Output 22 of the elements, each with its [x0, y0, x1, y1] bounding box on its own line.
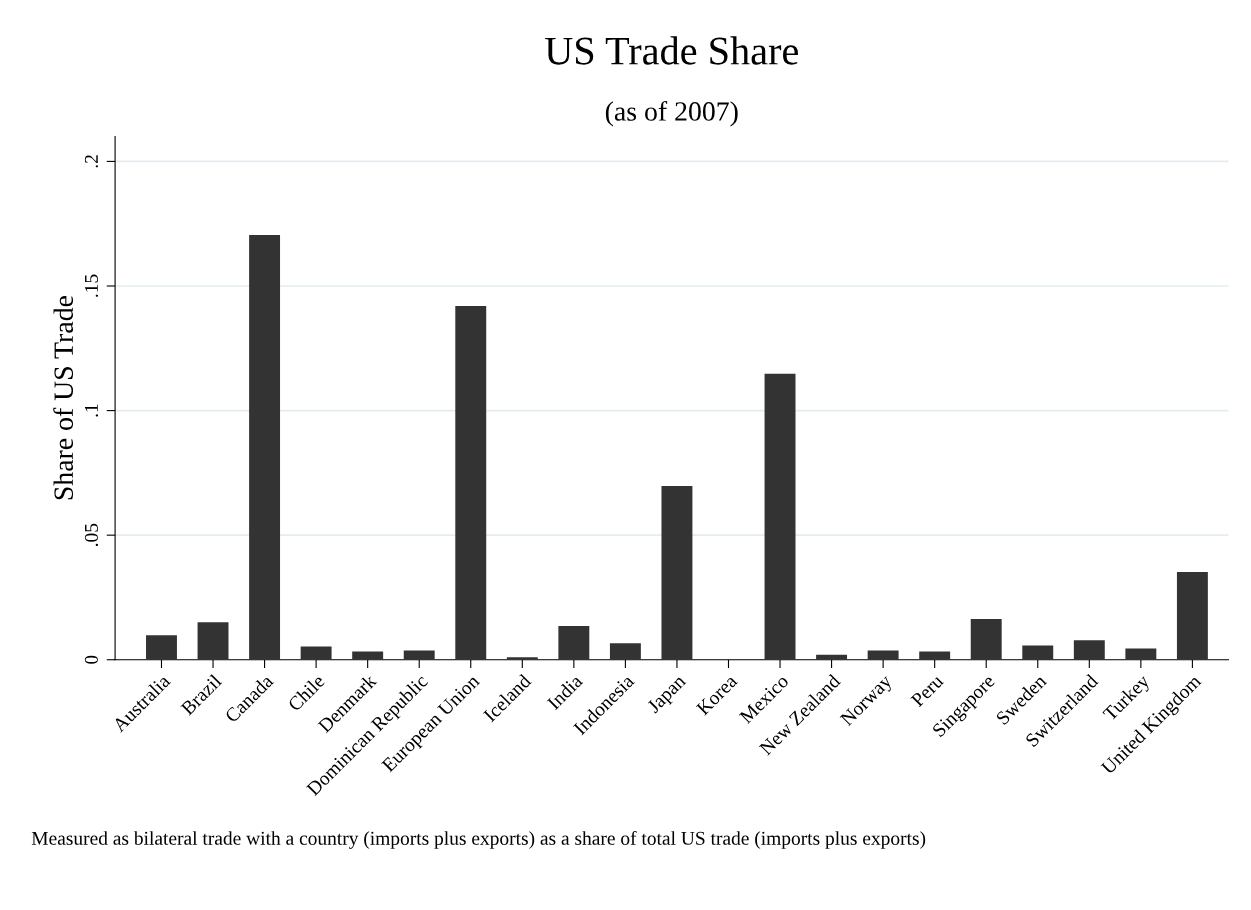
bar [558, 626, 590, 660]
bar [661, 486, 693, 660]
y-tick-label: .15 [84, 274, 99, 297]
bar [1022, 645, 1054, 660]
chart-title: US Trade Share [545, 36, 798, 65]
y-tick-label: .1 [84, 404, 99, 417]
bar [197, 622, 229, 660]
y-tick-label: 0 [84, 655, 98, 664]
bar [1073, 640, 1105, 660]
bar [764, 373, 796, 660]
bar [1176, 572, 1208, 660]
y-tick-label: .2 [84, 155, 99, 168]
chart-subtitle: (as of 2007) [605, 101, 738, 127]
bar [249, 234, 281, 660]
bar [609, 643, 641, 660]
text: Measured as bilateral trade with a country (imports plus exports) as a share of total US trade (imports plus exports) [31, 830, 926, 849]
bar [970, 618, 1002, 660]
bar [455, 305, 487, 660]
bar [300, 646, 332, 660]
y-axis-title: Share of US Trade [53, 296, 74, 500]
bar [146, 635, 177, 660]
y-tick-label: .05 [84, 523, 99, 547]
